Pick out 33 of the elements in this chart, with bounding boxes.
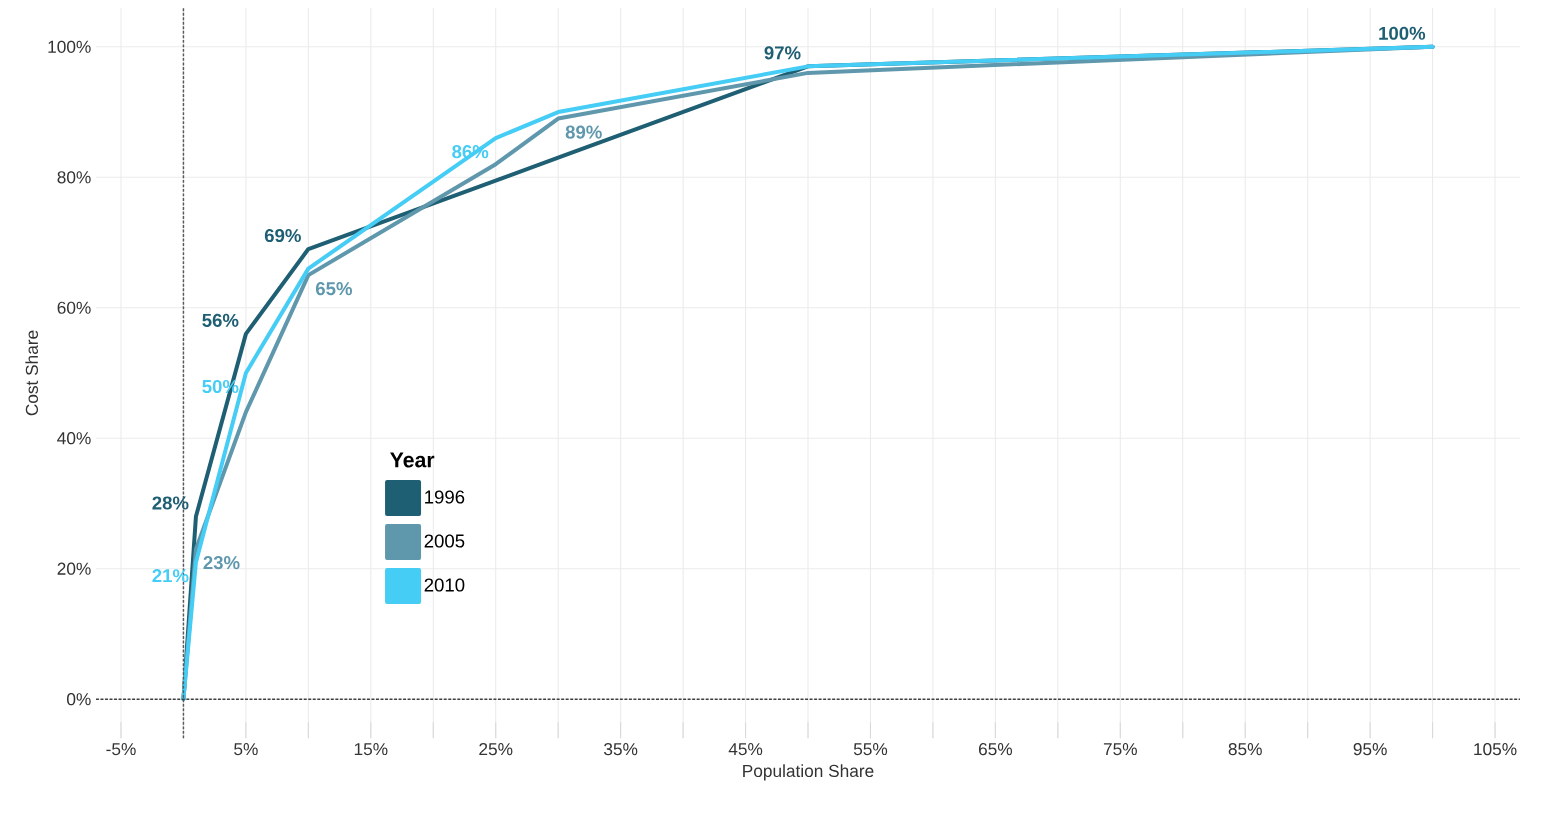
x-tick-label: 45% xyxy=(728,743,763,756)
x-tick-label: 55% xyxy=(853,743,888,756)
legend-label: 2010 xyxy=(424,578,465,592)
x-tick-label: 5% xyxy=(234,743,258,756)
data-label: 28% xyxy=(152,496,189,510)
data-label: 65% xyxy=(315,282,353,296)
y-axis-title: Cost Share xyxy=(25,330,39,416)
x-tick-label: 75% xyxy=(1103,743,1137,756)
x-axis-title: Population Share xyxy=(743,764,874,781)
x-tick-label: 25% xyxy=(479,743,513,756)
data-label: 89% xyxy=(565,125,602,139)
y-tick-label: 20% xyxy=(57,562,91,575)
y-tick-label: 80% xyxy=(57,171,91,184)
x-tick-label: 95% xyxy=(1353,743,1387,756)
y-tick-label: 60% xyxy=(57,301,91,314)
x-tick-label: 35% xyxy=(604,743,638,756)
x-tick-label: -5% xyxy=(106,743,136,756)
y-tick-label: 0% xyxy=(67,693,91,706)
data-label: 21% xyxy=(152,569,189,583)
legend-title: Year xyxy=(390,452,435,468)
data-label: 23% xyxy=(203,556,240,570)
data-label: 100% xyxy=(1379,26,1426,40)
x-tick-label: 15% xyxy=(354,743,388,756)
legend-label: 1996 xyxy=(425,490,465,504)
y-tick-label: 100% xyxy=(48,40,91,53)
x-tick-label: 85% xyxy=(1228,743,1262,756)
x-tick-label: 65% xyxy=(978,743,1013,756)
data-label: 56% xyxy=(202,313,239,327)
legend-label: 2005 xyxy=(424,534,465,548)
data-label: 69% xyxy=(264,228,301,243)
y-tick-label: 40% xyxy=(57,432,91,445)
data-label: 97% xyxy=(764,46,801,60)
x-tick-label: 105% xyxy=(1474,743,1517,756)
